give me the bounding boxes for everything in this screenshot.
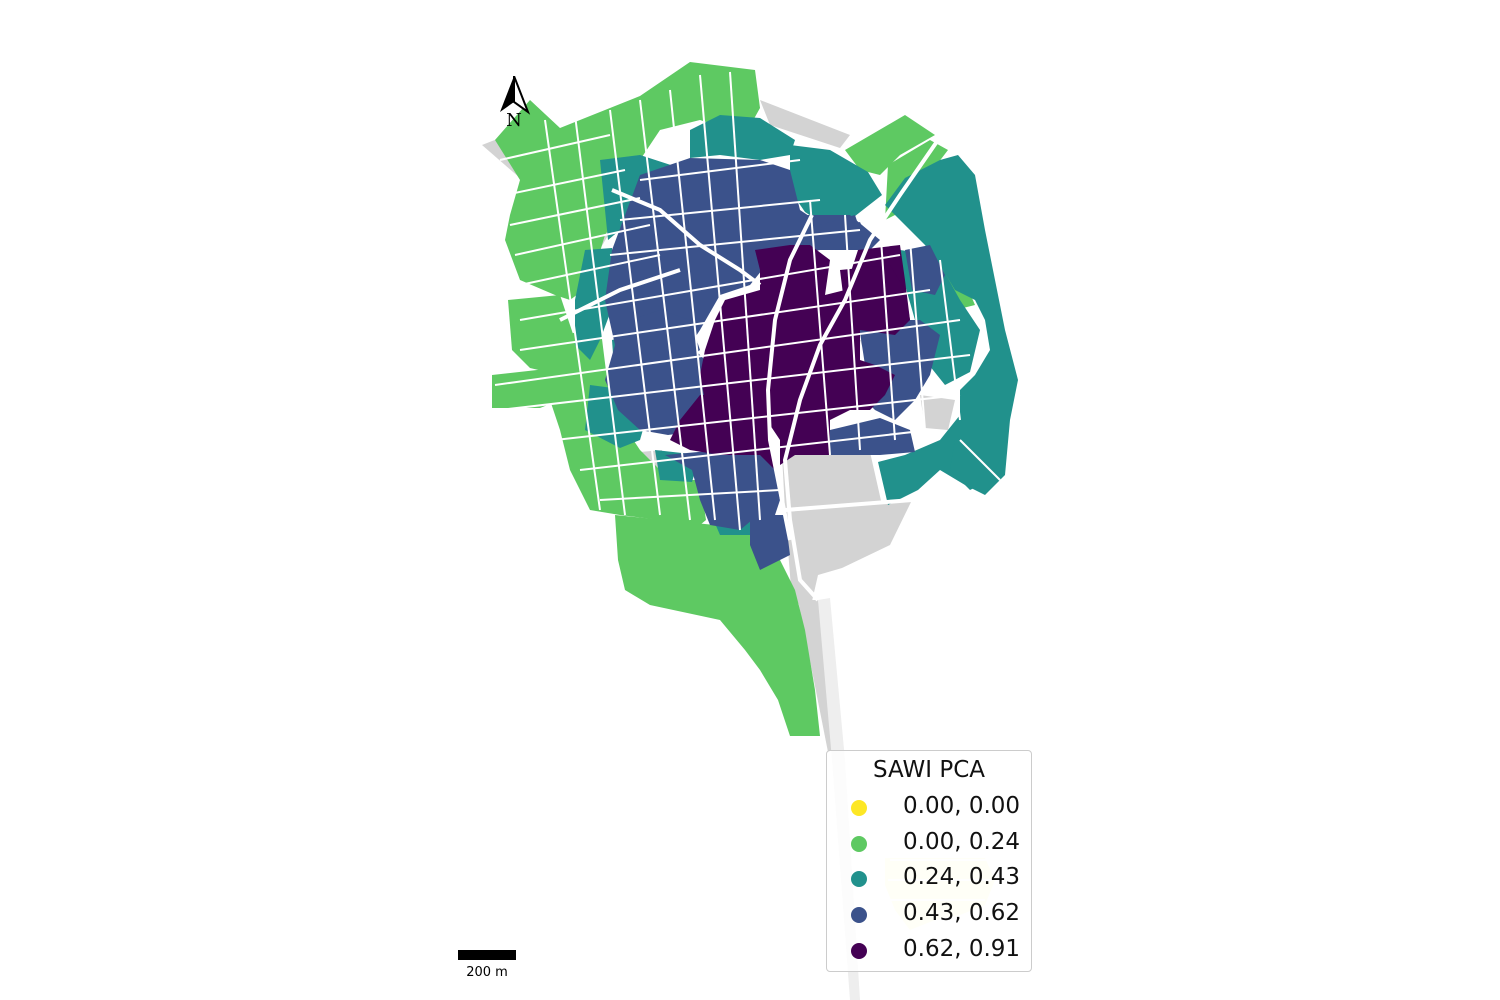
north-arrow-icon: [500, 76, 531, 115]
legend-item: 0.00, 0.00: [851, 793, 1031, 823]
legend-swatch: [851, 836, 867, 852]
legend-label: 0.24, 0.43: [903, 864, 1021, 890]
legend-item: 0.00, 0.24: [851, 829, 1031, 859]
legend-item: 0.43, 0.62: [851, 900, 1031, 930]
scale-label: 200 m: [466, 965, 508, 980]
legend-swatch: [851, 943, 867, 959]
main-roads: [559, 138, 940, 602]
legend-swatch: [851, 871, 867, 887]
legend: SAWI PCA 0.00, 0.00 0.00, 0.24 0.24, 0.4…: [826, 750, 1032, 972]
legend-item: 0.24, 0.43: [851, 864, 1031, 894]
north-label: N: [506, 110, 522, 131]
scale-bar: [458, 950, 516, 960]
legend-swatch: [851, 800, 867, 816]
legend-label: 0.00, 0.00: [903, 793, 1021, 819]
street-network: [494, 71, 1001, 901]
legend-item: 0.62, 0.91: [851, 936, 1031, 966]
legend-label: 0.00, 0.24: [903, 829, 1021, 855]
legend-label: 0.62, 0.91: [903, 936, 1021, 962]
legend-title: SAWI PCA: [872, 757, 985, 783]
legend-swatch: [851, 907, 867, 923]
legend-label: 0.43, 0.62: [903, 900, 1021, 926]
